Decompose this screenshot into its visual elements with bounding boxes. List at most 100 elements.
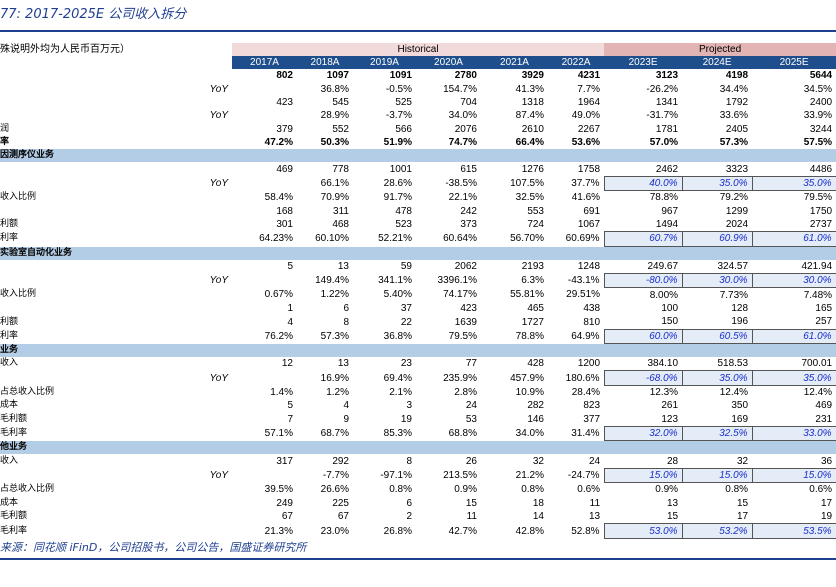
value-cell: 11 <box>589 497 601 509</box>
value-cell: 324.57 <box>717 260 749 272</box>
value-cell: 165 <box>815 303 833 315</box>
value-cell: 823 <box>583 400 601 412</box>
value-cell: 66.4% <box>515 137 544 149</box>
value-cell: 465 <box>527 303 544 315</box>
yoy-label <box>190 136 232 149</box>
value-cell: 12.4% <box>803 387 833 398</box>
table-row: 1 6 37 423 465 438 100 128 165 <box>0 302 836 315</box>
section-label: 实验室自动化业务 <box>0 246 836 260</box>
value-cell: -24.7% <box>567 469 600 481</box>
table-row: 423 545 525 704 1318 1964 1341 1792 2400 <box>0 96 836 109</box>
value-cell: 100 <box>661 303 679 315</box>
source-note: 来源：同花顺 iFinD，公司招股书，公司公告，国盛证券研究所 <box>0 541 307 554</box>
value-cell: 123 <box>661 413 679 425</box>
value-cell: 28.4% <box>571 386 601 398</box>
value-cell: 379 <box>276 123 293 135</box>
value-cell: 39.5% <box>264 484 293 496</box>
section-header-row: 实验室自动化业务 <box>0 246 836 260</box>
bottom-rule <box>0 558 836 560</box>
yoy-label <box>190 426 232 440</box>
value-cell: 1200 <box>577 358 601 370</box>
group-header-row: 殊说明外均为人民币百万元） Historical Projected <box>0 43 836 56</box>
row-label: 毛利额 <box>0 414 28 425</box>
row-label: 收入 <box>0 358 19 369</box>
value-cell: 33.0% <box>751 425 836 442</box>
table-row: 毛利率 57.1% 68.7% 85.3% 68.8% 34.0% 31.4% 32.0% 32… <box>0 425 836 442</box>
row-label <box>0 162 190 176</box>
value-cell: 74.17% <box>443 289 477 301</box>
value-cell: 60.69% <box>565 233 600 245</box>
year-header-row: 2017A 2018A 2019A 2020A 2021A 2022A 2023E 2024E… <box>0 56 836 69</box>
value-cell: 128 <box>731 303 749 315</box>
value-cell: 57.0% <box>649 137 679 149</box>
table-row: 802 1097 1091 2780 3929 4231 3123 4198 5644 <box>0 69 836 82</box>
value-cell: 10.9% <box>515 386 544 398</box>
value-cell: 41.3% <box>515 83 544 95</box>
value-cell: 615 <box>460 163 477 175</box>
value-cell: 235.9% <box>443 372 477 384</box>
yoy-label <box>190 399 232 412</box>
value-cell: 15 <box>666 511 679 523</box>
value-cell: 51.9% <box>383 137 412 149</box>
value-cell: 53.0% <box>603 523 683 539</box>
value-cell: 2400 <box>809 96 833 108</box>
value-cell: 21.2% <box>515 469 544 481</box>
table-row: 占总收入比例 39.5% 26.6% 0.8% 0.9% 0.8% 0.6% 0.9% 0.8%… <box>0 483 836 497</box>
value-cell: 802 <box>276 70 293 82</box>
table-row: 收入比例 58.4% 70.9% 91.7% 22.1% 32.5% 41.6% 78.8% 7… <box>0 191 836 205</box>
yoy-label <box>190 162 232 176</box>
table-row: YoY 149.4% 341.1% 3396.1% 6.3% -43.1% -80.0% 30… <box>0 273 836 289</box>
value-cell: 79.5% <box>803 192 833 204</box>
table-row: 收入比例 0.67% 1.22% 5.40% 74.17% 55.81% 29.51% 8.0… <box>0 288 836 302</box>
value-cell: 150 <box>661 316 679 328</box>
value-cell: 17 <box>820 497 833 509</box>
value-cell: 301 <box>276 219 293 231</box>
value-cell: 15.0% <box>751 467 836 484</box>
value-cell: 57.3% <box>719 137 749 149</box>
revenue-breakdown-table: 殊说明外均为人民币百万元） Historical Projected 2017A… <box>0 43 836 539</box>
row-label: 率 <box>0 137 10 148</box>
value-cell: 36.8% <box>320 83 349 95</box>
value-cell: 13 <box>588 511 601 523</box>
year-header: 2020A <box>416 56 481 69</box>
value-cell: 2024 <box>725 219 749 231</box>
section-header-row: 他业务 <box>0 440 836 455</box>
value-cell: 4 <box>343 400 349 412</box>
yoy-label <box>190 232 232 246</box>
value-cell: 61.0% <box>751 231 836 247</box>
section-header-row: 因测序仪业务 <box>0 149 836 163</box>
value-cell: 523 <box>395 219 412 231</box>
row-label: 收入 <box>0 455 19 466</box>
value-cell: 257 <box>815 316 833 328</box>
value-cell: 77 <box>465 358 477 370</box>
value-cell: 85.3% <box>383 428 412 440</box>
row-label <box>0 176 190 190</box>
value-cell: -80.0% <box>603 273 683 289</box>
value-cell: 8.00% <box>649 289 679 301</box>
value-cell: 23.0% <box>320 525 349 537</box>
value-cell: 53 <box>465 414 477 426</box>
value-cell: 2267 <box>577 123 601 135</box>
value-cell: 66.1% <box>320 177 349 189</box>
value-cell: 149.4% <box>315 275 349 287</box>
value-cell: 107.5% <box>510 177 544 189</box>
value-cell: 5.40% <box>383 289 412 301</box>
row-label <box>0 371 190 385</box>
value-cell: 49.0% <box>571 110 601 122</box>
value-cell <box>232 274 297 288</box>
value-cell: 1494 <box>655 219 679 231</box>
value-cell: 373 <box>460 219 477 231</box>
value-cell: 68.7% <box>320 428 349 440</box>
value-cell: 7.73% <box>719 289 749 301</box>
table-row: 毛利额 7 9 19 53 146 377 123 169 231 <box>0 413 836 427</box>
value-cell: 1792 <box>725 96 749 108</box>
value-cell: 24 <box>465 400 477 412</box>
value-cell: 3244 <box>809 123 833 135</box>
value-cell <box>232 109 297 122</box>
value-cell: 154.7% <box>443 83 477 95</box>
value-cell: 26.8% <box>383 525 412 537</box>
value-cell: 231 <box>815 413 833 425</box>
value-cell: 37.7% <box>571 177 600 189</box>
table-row: 收入 12 13 23 77 428 1200 384.10 518.53 700.01 <box>0 357 836 371</box>
value-cell: 146 <box>527 414 544 426</box>
